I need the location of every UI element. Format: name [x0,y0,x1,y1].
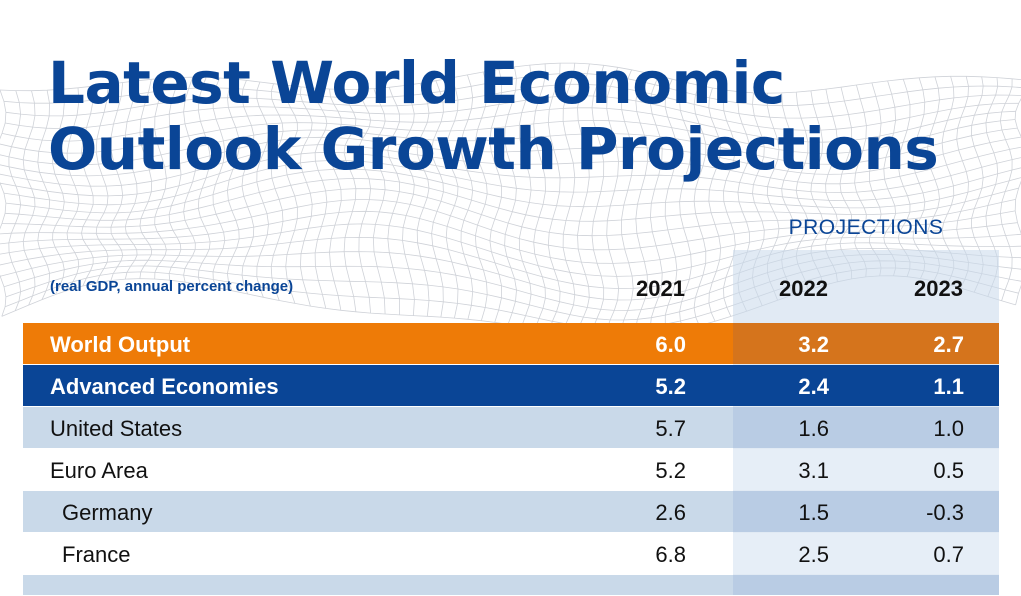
cell-2021: 5.7 [655,416,686,441]
cell-2022: 2.4 [798,374,829,399]
cell-2023: 1.1 [933,374,964,399]
mesh-line [445,77,459,319]
mesh-line [8,90,22,311]
cell-2021: 5.2 [655,374,686,399]
projections-label: PROJECTIONS [788,216,944,239]
cell-2022: 3.1 [798,458,829,483]
mesh-line [66,87,80,291]
mesh-line [999,78,1013,301]
page-title: Latest World Economic Outlook Growth Pro… [48,49,939,183]
row-label: World Output [50,332,191,357]
row-world-output: World Output 6.0 3.2 2.7 [23,323,999,364]
cell-2021: 6.0 [655,332,686,357]
mesh-line [212,77,226,288]
cell-2022: 1.6 [798,416,829,441]
column-header-2021: 2021 [636,276,685,301]
cell-2023: 0.5 [933,458,964,483]
mesh-line [474,71,488,321]
mesh-line [299,86,313,307]
mesh-line [372,88,386,315]
mesh-line [22,90,36,306]
cell-2022: 1.5 [798,500,829,525]
mesh-line [708,87,722,322]
mesh-line [591,65,605,330]
cell-2023: 2.7 [933,332,964,357]
mesh-line [226,78,240,291]
mesh-line [489,69,503,323]
mesh-line [416,83,430,317]
table-subtitle: (real GDP, annual percent change) [50,278,294,295]
mesh-line [197,77,211,285]
cell-2021: 6.8 [655,542,686,567]
mesh-line [387,87,400,315]
row-label: Euro Area [50,458,148,483]
mesh-line [649,75,663,330]
mesh-line [635,72,649,330]
title-line-1: Latest World Economic [48,49,785,117]
row-france: France 6.8 2.5 0.7 [23,533,999,574]
mesh-line [723,90,736,317]
row-label: Germany [62,500,153,525]
row-partial-next [23,575,999,595]
mesh-line [329,88,342,311]
mesh-line [168,77,182,281]
column-header-2022: 2022 [779,276,828,301]
mesh-line [620,69,634,330]
data-table: World Output 6.0 3.2 2.7 Advanced Econom… [23,323,999,596]
mesh-line [52,89,65,295]
cell-2023: 0.7 [933,542,964,567]
mesh-line [679,82,692,330]
mesh-line [518,65,532,327]
mesh-line [577,63,590,330]
mesh-line [81,86,94,287]
cell-2022: 3.2 [798,332,829,357]
row-label: France [62,542,131,567]
row-label: Advanced Economies [50,374,279,399]
mesh-line [358,89,372,314]
mesh-line [402,85,415,316]
cell-2021: 5.2 [655,458,686,483]
mesh-line [124,80,138,280]
mesh-line [547,63,561,330]
mesh-line [314,88,328,309]
mesh-line [1014,98,1021,305]
mesh-line [693,85,707,326]
cell-2023: 1.0 [933,416,964,441]
mesh-line [664,79,678,330]
mesh-line [37,90,51,300]
mesh-line [285,85,298,304]
mesh-line [270,83,284,301]
mesh-line [110,82,124,281]
mesh-line [533,63,546,329]
column-header-2023: 2023 [914,276,963,301]
mesh-line [343,89,357,312]
mesh-line [256,81,269,298]
row-advanced-economies: Advanced Economies 5.2 2.4 1.1 [23,365,999,406]
mesh-line [562,63,576,330]
mesh-line [460,74,474,320]
mesh-line [431,80,444,318]
mesh-line [0,89,7,317]
row-germany: Germany 2.6 1.5 -0.3 [23,491,999,532]
cell-2023: -0.3 [926,500,964,525]
mesh-line [154,78,167,280]
row-euro-area: Euro Area 5.2 3.1 0.5 [23,449,999,490]
title-line-2: Outlook Growth Projections [48,115,939,183]
mesh-line [606,67,620,330]
cell-2022: 2.5 [798,542,829,567]
row-label: United States [50,416,183,441]
mesh-line [183,77,196,283]
cell-2021: 2.6 [655,500,686,525]
row-united-states: United States 5.7 1.6 1.0 [23,407,999,448]
mesh-line [139,79,153,279]
mesh-line [241,80,255,295]
mesh-line [95,84,109,283]
mesh-line [504,66,517,325]
